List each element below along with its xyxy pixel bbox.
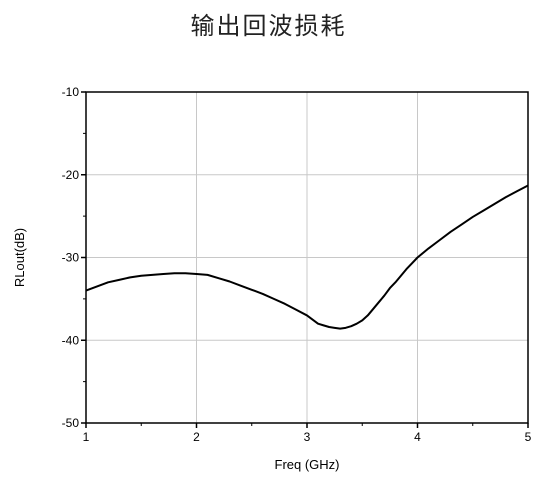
y-tick-label: -20 <box>62 168 80 182</box>
chart-title: 输出回波损耗 <box>190 12 347 40</box>
y-tick-label: -50 <box>62 416 80 430</box>
x-tick-label: 1 <box>83 430 90 444</box>
minor-ticks <box>83 132 474 426</box>
y-tick-label: -30 <box>62 251 80 265</box>
x-axis-title: Freq (GHz) <box>275 457 340 472</box>
x-tick-label: 4 <box>414 430 421 444</box>
tick-labels: 1 2 3 4 5 -50 -40 -30 -20 -10 <box>62 85 532 444</box>
x-tick-label: 3 <box>304 430 311 444</box>
x-tick-label: 2 <box>193 430 200 444</box>
series-line <box>85 184 529 330</box>
x-tick-label: 5 <box>525 430 532 444</box>
y-tick-label: -10 <box>62 85 80 99</box>
grid-lines <box>86 92 528 423</box>
y-tick-label: -40 <box>62 333 80 347</box>
plot-frame <box>85 91 529 424</box>
y-axis-title: RLout(dB) <box>12 228 27 287</box>
major-ticks <box>81 91 529 428</box>
